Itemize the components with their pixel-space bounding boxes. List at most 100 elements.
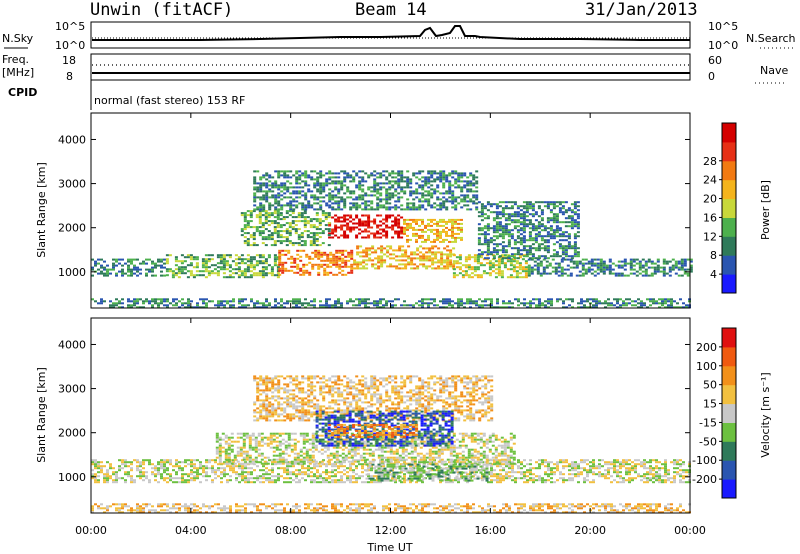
power-cell bbox=[504, 251, 508, 254]
power-cell bbox=[427, 182, 431, 185]
power-cell bbox=[196, 304, 199, 307]
velocity-cell bbox=[361, 471, 364, 474]
power-cell bbox=[282, 218, 286, 221]
power-cell bbox=[531, 207, 535, 210]
power-cell bbox=[259, 306, 262, 309]
power-cell bbox=[549, 235, 553, 238]
power-cell bbox=[277, 306, 280, 309]
power-cell bbox=[519, 221, 523, 224]
power-cell bbox=[560, 258, 564, 261]
power-cell bbox=[480, 243, 484, 246]
power-cell bbox=[488, 262, 492, 265]
freq-label: Freq. bbox=[2, 53, 29, 66]
velocity-cell bbox=[433, 461, 436, 464]
power-cell bbox=[572, 262, 576, 265]
power-cell bbox=[382, 174, 386, 177]
power-cell bbox=[295, 190, 299, 193]
velocity-cell bbox=[112, 471, 115, 474]
power-cell bbox=[355, 234, 359, 237]
velocity-cell bbox=[475, 467, 478, 470]
power-cell bbox=[281, 267, 285, 270]
velocity-cell bbox=[190, 473, 193, 476]
power-cell bbox=[555, 205, 559, 208]
power-cell bbox=[433, 300, 436, 303]
power-cell bbox=[216, 254, 220, 257]
velocity-cell bbox=[241, 469, 244, 472]
velocity-cell bbox=[247, 471, 250, 474]
power-cell bbox=[255, 228, 259, 231]
power-cell bbox=[403, 192, 407, 195]
velocity-cell bbox=[625, 459, 628, 462]
power-cell bbox=[513, 219, 517, 222]
velocity-cell bbox=[130, 481, 133, 484]
power-cell bbox=[542, 266, 546, 269]
velocity-cell bbox=[616, 475, 619, 478]
power-cell bbox=[246, 226, 250, 229]
power-cell bbox=[424, 200, 428, 203]
power-cell bbox=[416, 253, 420, 256]
power-cell bbox=[325, 180, 329, 183]
power-cell bbox=[576, 205, 580, 208]
power-cell bbox=[473, 268, 477, 271]
power-cell bbox=[467, 266, 471, 269]
velocity-cell bbox=[334, 465, 337, 468]
velocity-cell bbox=[622, 481, 625, 484]
power-cell bbox=[410, 251, 414, 254]
power-cell bbox=[337, 180, 341, 183]
power-cell bbox=[416, 249, 420, 252]
power-cell bbox=[409, 226, 412, 229]
power-cell bbox=[397, 172, 401, 175]
power-cell bbox=[451, 206, 455, 209]
velocity-cell bbox=[568, 465, 571, 468]
power-cell bbox=[593, 262, 597, 265]
power-cell bbox=[486, 209, 490, 212]
velocity-cell bbox=[520, 461, 523, 464]
power-cell bbox=[596, 266, 600, 269]
power-cell bbox=[370, 172, 374, 175]
power-cell bbox=[268, 304, 271, 307]
velocity-cell bbox=[244, 471, 247, 474]
power-cell bbox=[312, 244, 316, 247]
power-cell bbox=[262, 176, 266, 179]
power-cell bbox=[308, 273, 312, 276]
power-cell bbox=[268, 302, 271, 305]
velocity-cell bbox=[514, 471, 517, 474]
power-cell bbox=[398, 247, 402, 250]
power-cell bbox=[534, 225, 538, 228]
power-cell bbox=[310, 190, 314, 193]
power-cell bbox=[604, 302, 607, 305]
power-cell bbox=[492, 219, 496, 222]
power-cell bbox=[495, 223, 499, 226]
power-cell bbox=[347, 259, 351, 262]
power-cell bbox=[608, 264, 612, 267]
power-cell bbox=[501, 225, 505, 228]
power-cell bbox=[325, 300, 328, 303]
velocity-cell bbox=[169, 473, 172, 476]
power-cell bbox=[373, 186, 377, 189]
power-cell bbox=[437, 261, 441, 264]
power-cell bbox=[631, 300, 634, 303]
velocity-cell bbox=[649, 465, 652, 468]
power-cell bbox=[133, 300, 136, 303]
velocity-cell bbox=[166, 461, 169, 464]
power-cell bbox=[403, 176, 407, 179]
power-cell bbox=[374, 263, 378, 266]
power-cell bbox=[361, 220, 365, 223]
velocity-cell bbox=[616, 473, 619, 476]
power-cell bbox=[515, 266, 519, 269]
velocity-cell bbox=[349, 465, 352, 468]
power-cell bbox=[270, 236, 274, 239]
power-cell bbox=[106, 268, 109, 271]
power-cell bbox=[507, 257, 511, 260]
power-cell bbox=[504, 257, 508, 260]
power-cell bbox=[445, 190, 449, 193]
power-cell bbox=[148, 268, 151, 271]
velocity-cell bbox=[511, 467, 514, 470]
power-cell bbox=[415, 234, 418, 237]
power-cell bbox=[331, 176, 335, 179]
power-cell bbox=[258, 226, 262, 229]
power-cell bbox=[151, 306, 154, 309]
power-cell bbox=[157, 298, 160, 301]
power-cell bbox=[169, 302, 172, 305]
power-cell bbox=[314, 253, 318, 256]
